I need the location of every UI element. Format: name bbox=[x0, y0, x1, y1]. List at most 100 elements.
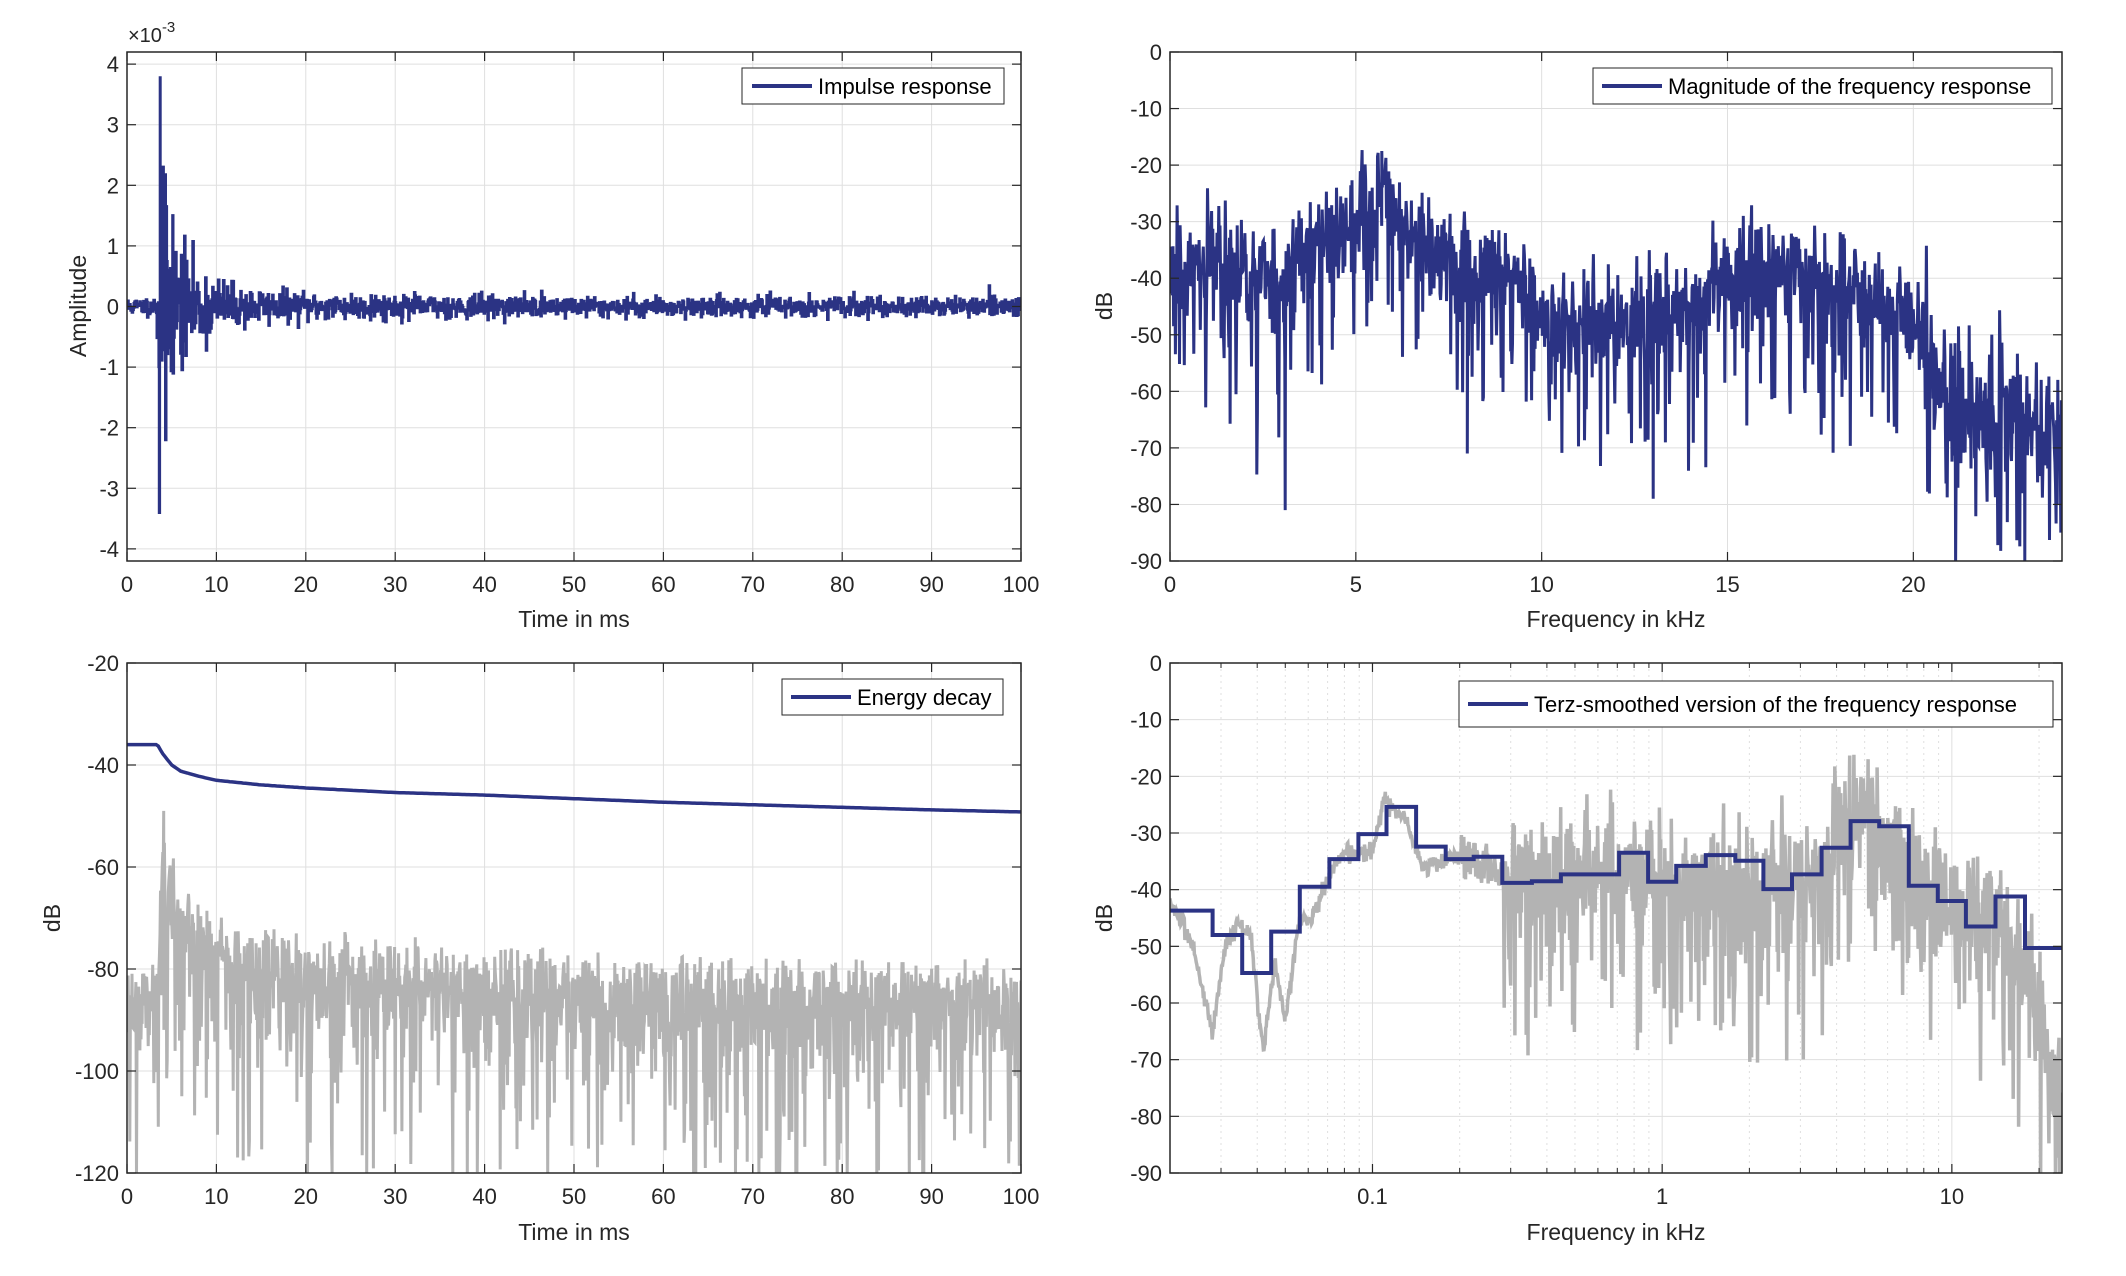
impulse-y-tick-label: -3 bbox=[99, 476, 119, 501]
terz-y-tick-label: 0 bbox=[1150, 651, 1162, 676]
magnitude-x-tick-label: 20 bbox=[1901, 572, 1925, 597]
energy-x-axis-label: Time in ms bbox=[518, 1219, 630, 1245]
impulse-exponent-label: ×10-3 bbox=[128, 19, 175, 47]
impulse-y-tick-label: -4 bbox=[99, 537, 119, 562]
terz-y-tick-label: -30 bbox=[1130, 821, 1162, 846]
energy-x-tick-label: 10 bbox=[204, 1184, 228, 1209]
energy-x-tick-label: 100 bbox=[1003, 1184, 1040, 1209]
magnitude-legend: Magnitude of the frequency response bbox=[1592, 67, 2053, 105]
magnitude-x-axis-label: Frequency in kHz bbox=[1527, 606, 1706, 632]
terz-smoothed-line bbox=[1170, 804, 2062, 975]
terz-raw-response-line bbox=[1170, 754, 2062, 1173]
impulse-y-tick-label: 3 bbox=[107, 113, 119, 138]
terz-y-axis-label: dB bbox=[1091, 904, 1117, 932]
terz-y-tick-label: -60 bbox=[1130, 991, 1162, 1016]
magnitude-axes-frame bbox=[1169, 51, 2063, 562]
impulse-x-tick-label: 100 bbox=[1003, 572, 1040, 597]
energy-x-tick-label: 70 bbox=[741, 1184, 765, 1209]
magnitude-x-tick-label: 15 bbox=[1715, 572, 1739, 597]
impulse-legend: Impulse response bbox=[741, 67, 1005, 105]
energy-x-tick-label: 80 bbox=[830, 1184, 854, 1209]
impulse-x-tick-label: 90 bbox=[919, 572, 943, 597]
energy-legend: Energy decay bbox=[781, 678, 1004, 716]
impulse-x-tick-label: 70 bbox=[741, 572, 765, 597]
energy-x-tick-label: 20 bbox=[294, 1184, 318, 1209]
terz-y-tick-label: -40 bbox=[1130, 878, 1162, 903]
energy-y-tick-label: -80 bbox=[87, 957, 119, 982]
magnitude-x-tick-label: 5 bbox=[1350, 572, 1362, 597]
energy-series-group bbox=[127, 742, 1021, 1173]
terz-x-axis-label: Frequency in kHz bbox=[1527, 1219, 1706, 1245]
impulse-y-axis-label: Amplitude bbox=[65, 255, 91, 357]
terz-y-tick-label: -20 bbox=[1130, 764, 1162, 789]
magnitude-response-line bbox=[1170, 150, 2062, 561]
impulse-series-group bbox=[127, 76, 1021, 514]
magnitude-ticks: 0 5 10 15 20 0 -10 -20 -30 -40 -50 -60 -70 -80 -90 bbox=[1130, 40, 2062, 597]
terz-y-tick-label: -70 bbox=[1130, 1048, 1162, 1073]
impulse-x-tick-label: 40 bbox=[472, 572, 496, 597]
terz-y-tick-label: -50 bbox=[1130, 934, 1162, 959]
magnitude-series-group bbox=[1170, 150, 2062, 561]
terz-legend-box bbox=[1458, 680, 2054, 728]
impulse-x-tick-label: 60 bbox=[651, 572, 675, 597]
terz-x-tick-label: 10 bbox=[1940, 1184, 1964, 1209]
energy-x-tick-label: 60 bbox=[651, 1184, 675, 1209]
terz-x-tick-label: 1 bbox=[1656, 1184, 1668, 1209]
energy-x-tick-label: 90 bbox=[919, 1184, 943, 1209]
impulse-y-tick-label: -2 bbox=[99, 416, 119, 441]
impulse-x-tick-label: 30 bbox=[383, 572, 407, 597]
terz-legend-label: Terz-smoothed version of the frequency r… bbox=[1534, 692, 2017, 717]
energy-x-tick-label: 40 bbox=[472, 1184, 496, 1209]
energy-y-tick-label: -60 bbox=[87, 855, 119, 880]
magnitude-x-tick-label: 0 bbox=[1164, 572, 1176, 597]
magnitude-panel: 0 5 10 15 20 0 -10 -20 -30 -40 -50 -60 -70 -80 -90 Fre… bbox=[1091, 40, 2063, 632]
magnitude-y-tick-label: -90 bbox=[1130, 549, 1162, 574]
energy-y-axis-label: dB bbox=[39, 904, 65, 932]
impulse-y-tick-label: 4 bbox=[107, 52, 119, 77]
magnitude-y-tick-label: -50 bbox=[1130, 323, 1162, 348]
impulse-y-tick-label: -1 bbox=[99, 355, 119, 380]
terz-legend: Terz-smoothed version of the frequency r… bbox=[1458, 680, 2054, 728]
magnitude-y-tick-label: 0 bbox=[1150, 40, 1162, 65]
energy-y-tick-label: -100 bbox=[75, 1059, 119, 1084]
energy-decay-line bbox=[127, 742, 1021, 814]
terz-y-tick-label: -90 bbox=[1130, 1161, 1162, 1186]
terz-x-tick-label: 0.1 bbox=[1357, 1184, 1388, 1209]
terz-series-group bbox=[1170, 754, 2062, 1173]
impulse-x-tick-label: 20 bbox=[294, 572, 318, 597]
magnitude-y-tick-label: -40 bbox=[1130, 266, 1162, 291]
magnitude-y-tick-label: -80 bbox=[1130, 492, 1162, 517]
energy-legend-label: Energy decay bbox=[857, 685, 992, 710]
energy-x-tick-label: 30 bbox=[383, 1184, 407, 1209]
magnitude-x-tick-label: 10 bbox=[1529, 572, 1553, 597]
energy-decay-panel: 0 10 20 30 40 50 60 70 80 90 100 -20 -40 -60 -80 -100 -1… bbox=[39, 651, 1039, 1245]
magnitude-y-tick-label: -10 bbox=[1130, 97, 1162, 122]
impulse-x-tick-label: 50 bbox=[562, 572, 586, 597]
magnitude-y-tick-label: -20 bbox=[1130, 153, 1162, 178]
impulse-x-tick-label: 0 bbox=[121, 572, 133, 597]
terz-axes-frame bbox=[1169, 662, 2063, 1174]
magnitude-y-axis-label: dB bbox=[1091, 292, 1117, 320]
impulse-legend-label: Impulse response bbox=[818, 74, 992, 99]
magnitude-legend-label: Magnitude of the frequency response bbox=[1668, 74, 2031, 99]
terz-ticks: 0.1 1 10 0 -10 -20 -30 -40 -50 -60 -70 -80 -90 bbox=[1130, 651, 2062, 1209]
impulse-x-tick-label: 10 bbox=[204, 572, 228, 597]
terz-panel: 0.1 1 10 0 -10 -20 -30 -40 -50 -60 -70 -80 -90 Frequ… bbox=[1091, 651, 2063, 1245]
impulse-y-tick-label: 1 bbox=[107, 234, 119, 259]
magnitude-y-tick-label: -60 bbox=[1130, 379, 1162, 404]
energy-ticks: 0 10 20 30 40 50 60 70 80 90 100 -20 -40 -60 -80 -100 -1… bbox=[75, 651, 1039, 1209]
impulse-x-axis-label: Time in ms bbox=[518, 606, 630, 632]
energy-y-tick-label: -120 bbox=[75, 1161, 119, 1186]
magnitude-legend-box bbox=[1592, 67, 2053, 105]
impulse-y-tick-label: 2 bbox=[107, 173, 119, 198]
energy-time-curve-line bbox=[127, 810, 1021, 1173]
energy-y-tick-label: -40 bbox=[87, 753, 119, 778]
terz-y-tick-label: -80 bbox=[1130, 1104, 1162, 1129]
impulse-response-line bbox=[127, 76, 1021, 514]
magnitude-y-tick-label: -70 bbox=[1130, 436, 1162, 461]
energy-y-tick-label: -20 bbox=[87, 651, 119, 676]
energy-x-tick-label: 50 bbox=[562, 1184, 586, 1209]
